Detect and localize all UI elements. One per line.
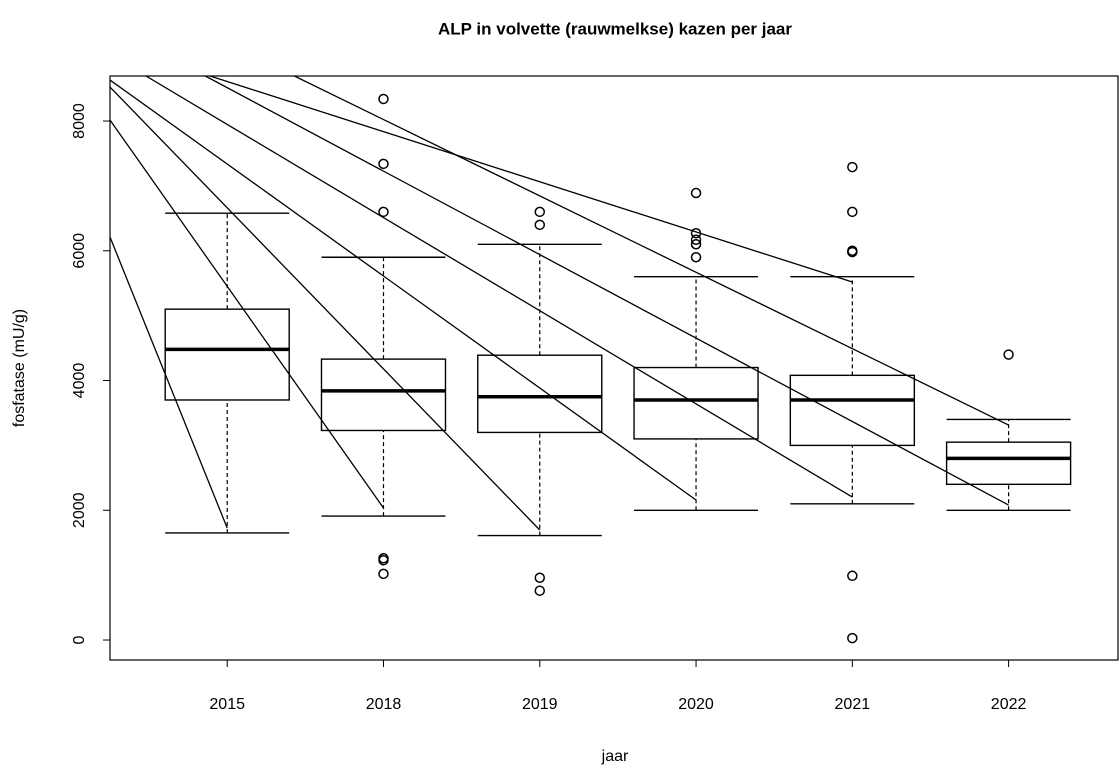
- outlier: [847, 570, 858, 582]
- diagonal-line: [110, 79, 697, 501]
- outlier: [534, 585, 546, 596]
- diagonal-line: [110, 86, 541, 531]
- box: [789, 374, 916, 447]
- diagonal-line: [145, 76, 853, 498]
- x-tick-label: 2021: [835, 696, 871, 713]
- diagonal-line: [294, 76, 1009, 426]
- box: [320, 358, 447, 432]
- x-tick-label: 2022: [991, 696, 1027, 713]
- box: [945, 441, 1072, 486]
- outlier: [534, 572, 546, 583]
- outlier: [847, 632, 858, 644]
- outlier: [378, 554, 389, 566]
- y-tick-label: 4000: [71, 363, 88, 399]
- x-tick-label: 2015: [209, 696, 245, 713]
- diagonal-line: [110, 236, 228, 529]
- outlier: [534, 206, 546, 218]
- outlier: [690, 187, 702, 199]
- outlier: [690, 228, 702, 239]
- outlier: [378, 93, 389, 105]
- box: [477, 354, 603, 434]
- outlier: [847, 246, 858, 258]
- outlier: [847, 161, 858, 173]
- y-tick-label: 0: [71, 635, 88, 644]
- box: [164, 308, 290, 401]
- outlier: [690, 252, 702, 263]
- y-tick-label: 2000: [71, 492, 88, 528]
- outlier: [690, 239, 702, 250]
- x-tick-label: 2020: [678, 696, 714, 713]
- box: [633, 366, 759, 440]
- outlier: [847, 206, 858, 218]
- y-tick-label: 6000: [71, 233, 88, 269]
- x-tick-label: 2018: [366, 696, 402, 713]
- diagonal-line: [205, 76, 1009, 506]
- y-axis-label: fosfatase (mU/g): [11, 309, 28, 427]
- plot-frame: [109, 75, 1119, 661]
- outlier: [690, 234, 702, 245]
- diagonal-line: [110, 119, 385, 509]
- diagonal-line: [209, 76, 853, 283]
- y-tick-label: 8000: [71, 103, 88, 139]
- x-tick-label: 2019: [522, 696, 558, 713]
- chart-title: ALP in volvette (rauwmelkse) kazen per j…: [438, 19, 792, 38]
- line-group: [110, 76, 1009, 531]
- outlier: [1003, 349, 1014, 360]
- outlier: [378, 158, 389, 170]
- outlier: [534, 219, 546, 231]
- outlier: [378, 206, 389, 218]
- x-axis-label: jaar: [601, 748, 629, 765]
- outlier: [378, 568, 389, 580]
